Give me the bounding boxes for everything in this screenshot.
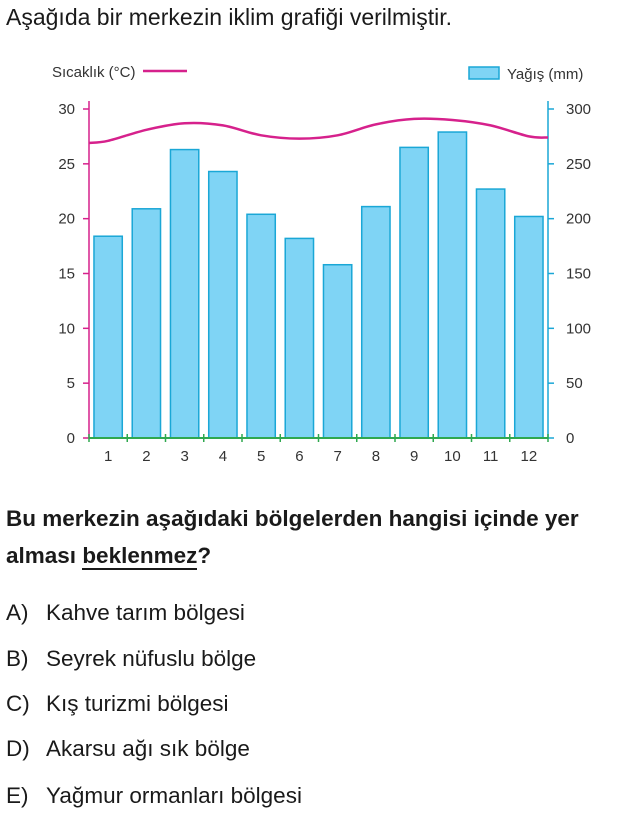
x-tick-label: 5 <box>257 448 265 465</box>
legend-temperature-label: Sıcaklık (°C) <box>52 64 136 81</box>
option-e[interactable]: E) Yağmur ormanları bölgesi <box>6 783 302 809</box>
precipitation-bar <box>131 208 162 439</box>
x-tick-label: 1 <box>104 448 112 465</box>
option-letter: C) <box>6 691 30 716</box>
x-tick-label: 7 <box>333 448 341 465</box>
legend-temperature: Sıcaklık (°C) <box>52 64 187 81</box>
left-tick-label: 20 <box>58 211 75 228</box>
precipitation-bar <box>360 205 391 439</box>
left-tick-label: 25 <box>58 156 75 173</box>
right-tick-label: 0 <box>566 430 574 447</box>
option-d[interactable]: D) Akarsu ağı sık bölge <box>6 736 250 762</box>
question-text-end: ? <box>197 543 212 568</box>
question-text-start: Bu merkezin aşağıdaki bölgelerden hangis… <box>6 506 579 568</box>
option-text: Kahve tarım bölgesi <box>46 600 245 625</box>
option-a[interactable]: A) Kahve tarım bölgesi <box>6 600 245 626</box>
right-tick-label: 100 <box>566 320 591 337</box>
right-tick-label: 250 <box>566 156 591 173</box>
option-b[interactable]: B) Seyrek nüfuslu bölge <box>6 646 256 672</box>
legend-precipitation-swatch <box>468 66 500 80</box>
precipitation-bars <box>93 131 544 439</box>
option-letter: E) <box>6 783 29 808</box>
option-letter: B) <box>6 646 29 671</box>
option-text: Akarsu ağı sık bölge <box>46 736 250 761</box>
intro-text: Aşağıda bir merkezin iklim grafiği veril… <box>6 4 453 30</box>
precipitation-bar <box>93 235 124 439</box>
option-letter: D) <box>6 736 30 761</box>
legend-precipitation: Yağış (mm) <box>468 66 583 83</box>
legend-precipitation-label: Yağış (mm) <box>507 66 583 83</box>
left-tick-label: 30 <box>58 101 75 118</box>
option-text: Yağmur ormanları bölgesi <box>46 783 302 808</box>
precipitation-bar <box>399 146 430 439</box>
question-emphasis: beklenmez <box>82 543 198 570</box>
left-tick-label: 5 <box>67 375 75 392</box>
left-tick-label: 15 <box>58 266 75 283</box>
option-c[interactable]: C) Kış turizmi bölgesi <box>6 691 229 717</box>
option-letter: A) <box>6 600 29 625</box>
x-tick-label: 10 <box>444 448 461 465</box>
x-tick-label: 12 <box>521 448 538 465</box>
precipitation-bar <box>475 188 506 439</box>
right-axis: 0 50 100 150 200 250 300 <box>547 101 591 447</box>
precipitation-bar <box>513 215 544 439</box>
x-tick-label: 6 <box>295 448 303 465</box>
right-tick-label: 50 <box>566 375 583 392</box>
right-tick-label: 200 <box>566 211 591 228</box>
x-tick-label: 3 <box>180 448 188 465</box>
x-tick-label: 11 <box>483 448 499 465</box>
left-tick-label: 0 <box>67 430 75 447</box>
x-tick-label: 2 <box>142 448 150 465</box>
precipitation-bar <box>246 213 277 439</box>
option-text: Seyrek nüfuslu bölge <box>46 646 257 671</box>
option-text: Kış turizmi bölgesi <box>46 691 229 716</box>
precipitation-bar <box>322 263 353 439</box>
precipitation-bar <box>207 170 238 439</box>
temperature-line <box>88 117 549 145</box>
precipitation-bar <box>437 131 468 439</box>
left-axis: 0 5 10 15 20 25 30 <box>58 101 90 447</box>
right-tick-label: 300 <box>566 101 591 118</box>
x-tick-label: 9 <box>410 448 418 465</box>
question-text: Bu merkezin aşağıdaki bölgelerden hangis… <box>6 500 640 574</box>
right-tick-label: 150 <box>566 266 591 283</box>
left-tick-label: 10 <box>58 320 75 337</box>
x-axis: 1 2 3 4 5 6 7 8 9 10 11 12 <box>88 434 549 465</box>
precipitation-bar <box>169 148 200 439</box>
x-tick-label: 4 <box>219 448 227 465</box>
precipitation-bar <box>284 237 315 439</box>
x-tick-label: 8 <box>372 448 380 465</box>
